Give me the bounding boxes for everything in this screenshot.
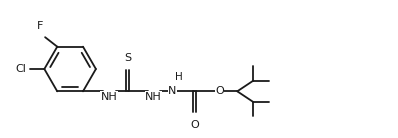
Text: S: S xyxy=(124,53,131,63)
Text: N: N xyxy=(168,86,177,96)
Text: NH: NH xyxy=(100,92,117,102)
Text: O: O xyxy=(190,120,199,130)
Text: NH: NH xyxy=(145,92,162,102)
Text: F: F xyxy=(37,21,43,31)
Text: O: O xyxy=(215,86,224,96)
Text: Cl: Cl xyxy=(15,64,26,74)
Text: H: H xyxy=(175,72,183,82)
